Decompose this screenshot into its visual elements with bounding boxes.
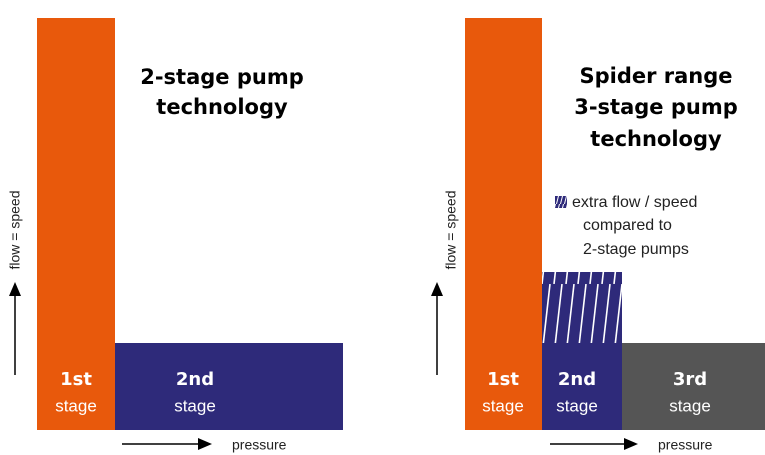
x-arrowhead [198, 438, 212, 450]
stage-label: stage [556, 396, 598, 415]
stage-bar [37, 18, 115, 430]
legend-icon [555, 196, 567, 208]
stage-number: 2nd [558, 369, 596, 390]
y-axis-label: flow = speed [443, 191, 459, 270]
right-panel: 1st stage 2nd stage 3rd stage Spider ran… [431, 18, 765, 453]
legend-text: extra flow / speed [572, 194, 697, 211]
title-line: 2-stage pump [140, 65, 304, 89]
stage-label: stage [174, 396, 216, 415]
y-arrowhead [431, 282, 443, 296]
x-arrowhead [624, 438, 638, 450]
left-panel: 1st stage 2nd stage 2-stage pump technol… [7, 18, 343, 453]
x-axis-label: pressure [232, 437, 287, 453]
extra-flow-block [542, 272, 622, 343]
title-line: Spider range [579, 64, 732, 88]
stage-number: 2nd [176, 369, 214, 390]
stage-number: 3rd [673, 369, 707, 390]
stage-number: 1st [60, 369, 92, 390]
stage-number: 1st [487, 369, 519, 390]
stage-label: stage [669, 396, 711, 415]
stage-label: stage [482, 396, 524, 415]
y-arrowhead [9, 282, 21, 296]
stage-bar [622, 343, 765, 430]
legend-text: 2-stage pumps [583, 241, 689, 258]
title-line: technology [156, 95, 288, 119]
stage-bar [465, 18, 542, 430]
stage-bar [542, 343, 622, 430]
stage-bar [115, 343, 343, 430]
title-line: 3-stage pump [574, 95, 738, 119]
stage-label: stage [55, 396, 97, 415]
title-line: technology [590, 127, 722, 151]
y-axis-label: flow = speed [7, 191, 23, 270]
x-axis-label: pressure [658, 437, 713, 453]
legend-text: compared to [583, 217, 672, 234]
